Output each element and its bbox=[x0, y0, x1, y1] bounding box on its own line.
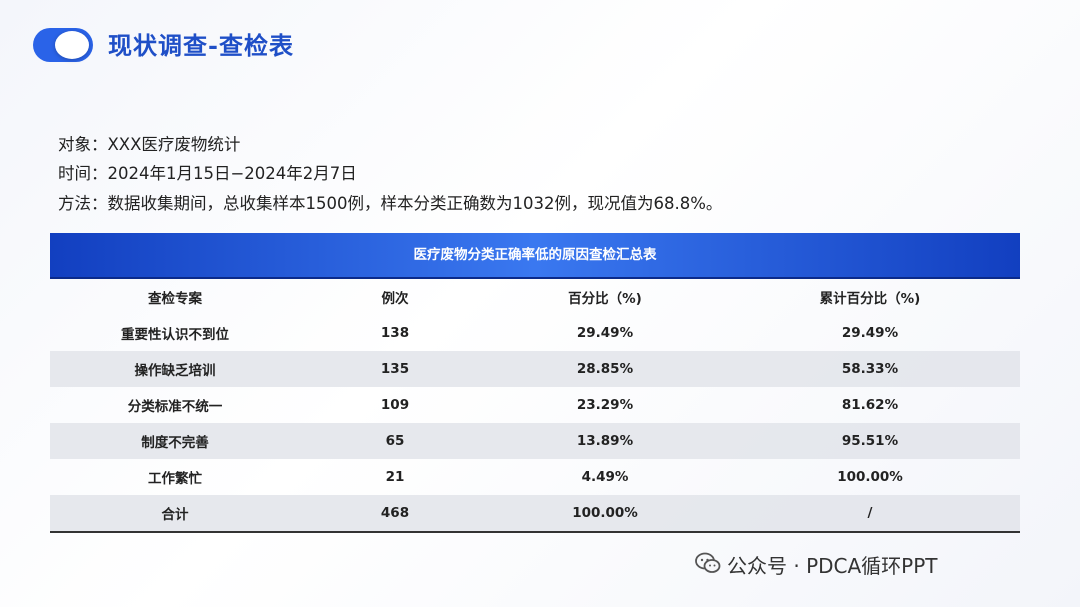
cell-percent: 100.00% bbox=[490, 495, 720, 533]
cell-count: 65 bbox=[300, 423, 490, 459]
cell-count: 109 bbox=[380, 397, 410, 413]
page-title: 现状调查-查检表 bbox=[108, 31, 294, 60]
cell-item: 合计 bbox=[50, 495, 300, 533]
toggle-icon bbox=[33, 28, 93, 62]
header-item: 查检专案 bbox=[148, 291, 202, 307]
cell-count: 468 bbox=[300, 495, 490, 533]
table-row: 工作繁忙 21 4.49% 100.00% bbox=[50, 459, 1020, 495]
cell-percent: 13.89% bbox=[490, 423, 720, 459]
cell-percent: 29.49% bbox=[576, 325, 634, 341]
table-row: 操作缺乏培训 135 28.85% 58.33% bbox=[50, 351, 1020, 387]
cell-cumulative: / bbox=[720, 495, 1020, 533]
wechat-icon bbox=[695, 552, 721, 573]
cell-count: 21 bbox=[385, 469, 405, 485]
cell-count: 138 bbox=[380, 325, 410, 341]
cell-item: 重要性认识不到位 bbox=[121, 327, 229, 343]
check-table: 医疗废物分类正确率低的原因查检汇总表 查检专案 例次 百分比（%) 累计百分比（… bbox=[50, 233, 1020, 533]
cell-cumulative: 95.51% bbox=[720, 423, 1020, 459]
cell-cumulative: 58.33% bbox=[720, 351, 1020, 387]
info-time: 时间：2024年1月15日−2024年2月7日 bbox=[58, 164, 357, 183]
cell-cumulative: 29.49% bbox=[841, 325, 899, 341]
table-row: 制度不完善 65 13.89% 95.51% bbox=[50, 423, 1020, 459]
table-header-row: 查检专案 例次 百分比（%) 累计百分比（%) bbox=[50, 279, 1020, 315]
table-title: 医疗废物分类正确率低的原因查检汇总表 bbox=[50, 233, 1020, 279]
table-row: 分类标准不统一 109 23.29% 81.62% bbox=[50, 387, 1020, 423]
data-table: 查检专案 例次 百分比（%) 累计百分比（%) 重要性认识不到位 138 29.… bbox=[50, 279, 1020, 533]
cell-percent: 28.85% bbox=[490, 351, 720, 387]
table-row: 重要性认识不到位 138 29.49% 29.49% bbox=[50, 315, 1020, 351]
cell-cumulative: 81.62% bbox=[841, 397, 899, 413]
info-method: 方法：数据收集期间，总收集样本1500例，样本分类正确数为1032例，现况值为6… bbox=[58, 194, 723, 213]
cell-item: 操作缺乏培训 bbox=[50, 351, 300, 387]
header-count: 例次 bbox=[381, 291, 409, 307]
footer-watermark: 公众号 · PDCA循环PPT bbox=[727, 554, 938, 578]
cell-item: 工作繁忙 bbox=[148, 471, 202, 487]
header-percent: 百分比（%) bbox=[568, 291, 642, 307]
cell-count: 135 bbox=[300, 351, 490, 387]
cell-percent: 4.49% bbox=[581, 469, 629, 485]
table-total-row: 合计 468 100.00% / bbox=[50, 495, 1020, 533]
header-cumulative: 累计百分比（%) bbox=[819, 291, 921, 307]
info-object: 对象：XXX医疗废物统计 bbox=[58, 135, 241, 154]
cell-cumulative: 100.00% bbox=[837, 469, 903, 485]
cell-item: 分类标准不统一 bbox=[127, 399, 223, 415]
cell-percent: 23.29% bbox=[576, 397, 634, 413]
cell-item: 制度不完善 bbox=[50, 423, 300, 459]
